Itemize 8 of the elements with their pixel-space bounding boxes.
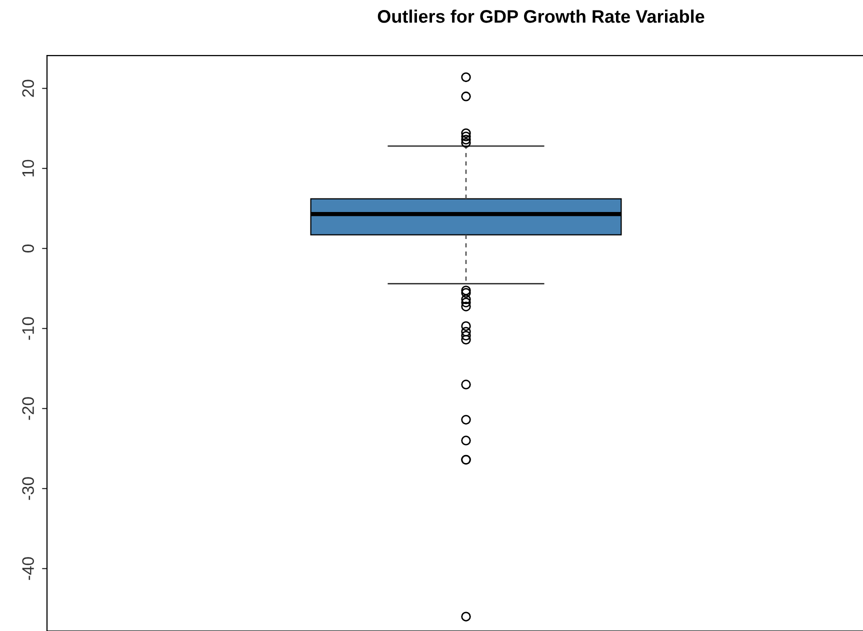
y-tick-label: -10	[22, 317, 34, 340]
y-tick-label: 20	[22, 80, 34, 97]
y-tick-label: -40	[22, 557, 34, 580]
y-tick-label: 10	[22, 160, 34, 176]
y-tick-label: 0	[22, 244, 34, 252]
chart-title: Outliers for GDP Growth Rate Variable	[378, 10, 704, 23]
y-tick-label: -20	[22, 397, 34, 420]
y-tick-label: -30	[22, 477, 34, 500]
